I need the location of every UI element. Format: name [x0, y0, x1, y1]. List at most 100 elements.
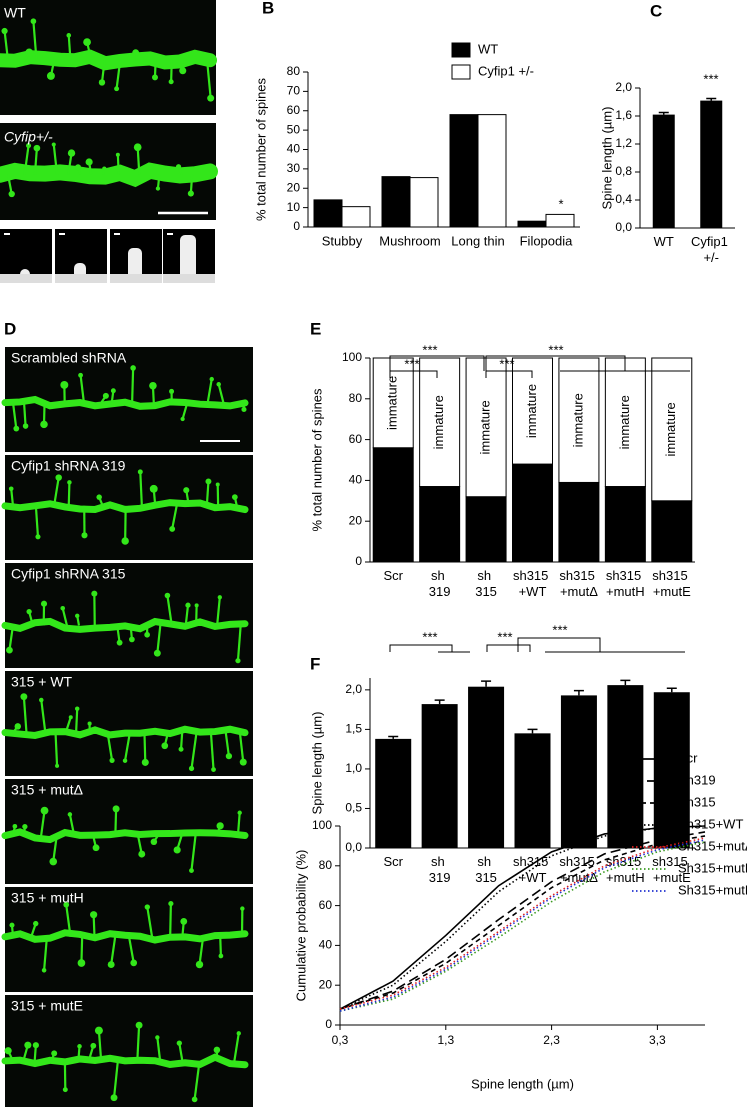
spine: [166, 595, 173, 626]
spine-head: [207, 94, 215, 102]
spine-head: [9, 922, 15, 928]
spine: [77, 1046, 81, 1062]
dendrite: [0, 162, 218, 188]
bar-segment: [372, 357, 414, 449]
bar-segment: [372, 447, 414, 563]
spine-head: [130, 365, 136, 371]
annotation: ***: [422, 629, 437, 644]
spine: [10, 488, 15, 507]
spine-head: [216, 822, 224, 830]
spine-head: [155, 1035, 160, 1040]
spine-head: [191, 1096, 198, 1103]
spine-head: [81, 532, 88, 539]
spine-head: [150, 838, 158, 846]
micrograph: [5, 347, 253, 452]
spine: [22, 696, 28, 733]
spine: [238, 732, 245, 763]
bar: [700, 100, 723, 228]
bar: [477, 114, 507, 228]
spine-head: [75, 164, 82, 171]
spine: [52, 144, 59, 175]
spine-head: [132, 49, 140, 56]
spine: [64, 716, 72, 733]
x-tick-label: sh 315: [475, 854, 497, 885]
annotation: ***: [499, 356, 514, 371]
spine-head: [114, 86, 120, 92]
spine: [52, 477, 60, 507]
legend-label: Scr: [678, 750, 698, 765]
spine: [143, 732, 147, 763]
label-line: +mutH: [606, 584, 645, 599]
y-tick-label: 1,6: [615, 108, 632, 122]
y-tick-label: 20: [319, 977, 333, 991]
inset-dendrite: [163, 274, 215, 283]
inset-dendrite: [55, 274, 107, 283]
segment-label: immature: [478, 400, 493, 454]
spine: [34, 505, 40, 537]
y-tick-label: 20: [349, 513, 363, 527]
spine: [224, 732, 230, 757]
annotation: ***: [404, 356, 419, 371]
inset-spine: [180, 235, 196, 283]
spine-head: [161, 742, 169, 750]
x-axis-label: Spine length (µm): [471, 1076, 574, 1091]
line-series: [339, 841, 706, 1012]
label-line: sh: [431, 568, 448, 583]
spine: [8, 625, 15, 651]
y-tick-label: 40: [319, 938, 333, 952]
spine-head: [130, 959, 138, 967]
spine: [100, 60, 106, 83]
spine: [42, 936, 49, 971]
spine-head: [68, 715, 73, 720]
spine-head: [205, 478, 212, 485]
spine-head: [189, 868, 194, 873]
bar-segment: [604, 486, 646, 563]
panel-letter: B: [262, 0, 274, 17]
spine: [219, 936, 223, 957]
spine-head: [90, 911, 98, 919]
error-bar: [620, 679, 631, 686]
inset-dendrite: [110, 274, 162, 283]
label-line: sh: [477, 568, 494, 583]
spine-head: [168, 901, 174, 907]
spine-head: [218, 953, 224, 959]
x-tick-label: Filopodia: [520, 233, 574, 248]
spine-head: [6, 646, 13, 654]
spine-head: [153, 649, 161, 657]
spine-head: [20, 693, 28, 701]
spine-head: [217, 595, 222, 600]
panel-letter: F: [310, 654, 320, 673]
spine: [217, 384, 225, 403]
dendrite: [1, 1053, 249, 1069]
spine-head: [169, 388, 175, 394]
spine-head: [22, 823, 28, 830]
segment-label: mature: [663, 511, 678, 551]
spine: [114, 808, 118, 836]
spine: [178, 1042, 184, 1062]
annotation: ***: [703, 71, 718, 86]
line-series: [339, 825, 706, 1010]
label-line: +mutH: [606, 870, 645, 885]
spine-head: [40, 420, 48, 429]
y-tick-label: 1,5: [345, 722, 362, 736]
y-tick-label: 70: [287, 84, 301, 98]
spine-head: [144, 631, 150, 638]
spine-head: [67, 480, 72, 485]
spine: [67, 482, 71, 506]
spine: [80, 936, 84, 964]
spine: [131, 367, 135, 403]
spine: [156, 625, 162, 654]
spine-head: [155, 186, 161, 191]
y-tick-label: 60: [319, 898, 333, 912]
y-tick-label: 10: [287, 200, 301, 214]
spine: [54, 732, 59, 766]
spine: [156, 1037, 162, 1062]
spine-head: [83, 38, 91, 46]
spine-head: [66, 33, 72, 38]
spine-head: [8, 190, 15, 198]
spine-head: [241, 406, 247, 413]
spine-head: [215, 482, 220, 487]
spine-head: [141, 758, 149, 766]
y-axis-label: Spine length (µm): [309, 712, 324, 815]
legend-swatch: [451, 64, 471, 80]
